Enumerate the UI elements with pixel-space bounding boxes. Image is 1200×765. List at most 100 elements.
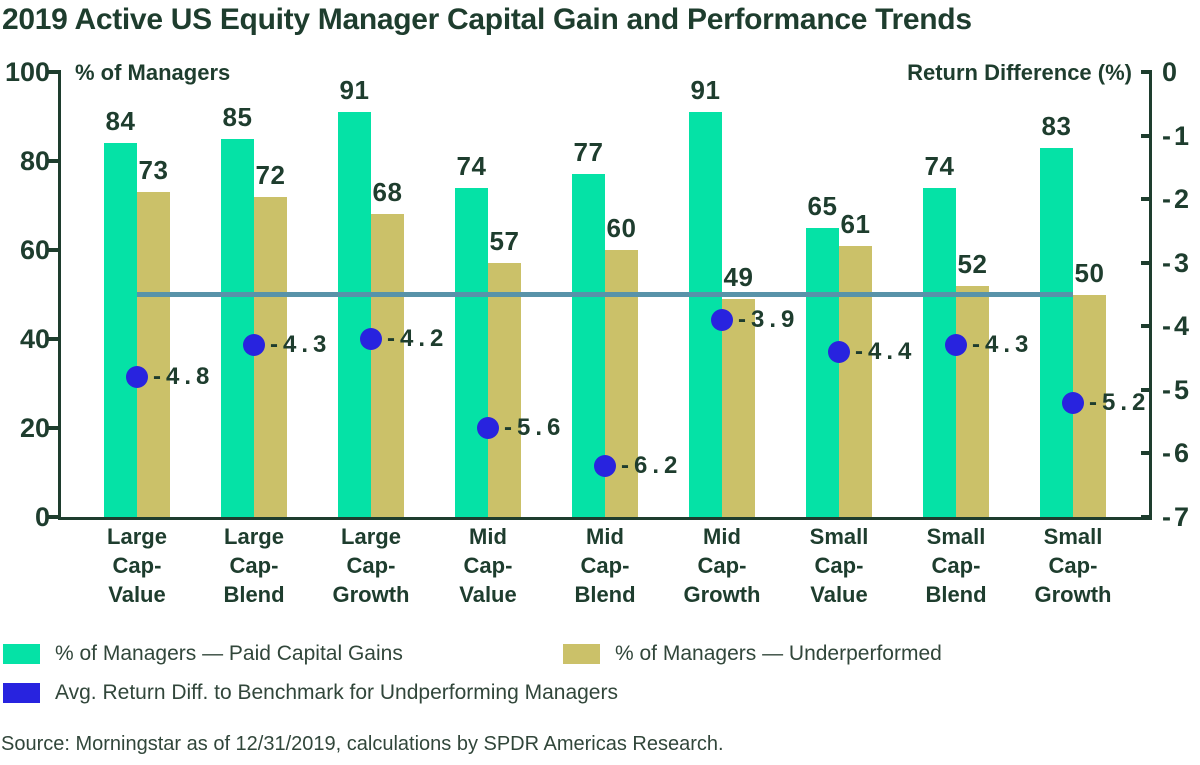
bar-value-label: 91 <box>339 75 370 106</box>
bar-value-label: 74 <box>456 150 487 181</box>
left-axis-tick <box>47 426 60 430</box>
bar-value-label: 85 <box>222 101 253 132</box>
category-label: Small Cap- Growth <box>1034 524 1112 607</box>
dot-value-label: -6.2 <box>621 452 683 480</box>
underperformed-bar <box>839 245 872 517</box>
paid-capital-gains-bar <box>221 138 254 517</box>
left-axis-title: % of Managers <box>75 60 231 85</box>
category-label: Mid Cap- Value <box>459 524 517 607</box>
bar-value-label: 68 <box>372 177 403 208</box>
return-diff-dot <box>711 308 733 331</box>
paid-capital-gains-bar <box>455 187 488 517</box>
underperformed-swatch <box>563 644 600 664</box>
return-diff-dot <box>126 366 148 389</box>
right-axis-title: Return Difference (%) <box>907 60 1132 85</box>
return-diff-dot <box>828 340 850 363</box>
dot-value-label: -4.3 <box>270 331 332 359</box>
underperformed-bar <box>956 285 989 517</box>
legend-item-avg-return-diff: Avg. Return Diff. to Benchmark for Undpe… <box>3 681 618 705</box>
paid-capital-gains-bar <box>1040 147 1073 517</box>
left-axis-tick <box>47 70 60 74</box>
category-label: Small Cap- Blend <box>925 524 987 607</box>
left-axis-tick-label: 40 <box>19 324 50 354</box>
bar-value-label: 57 <box>489 226 520 257</box>
right-axis-tick-label: -5 <box>1162 374 1193 405</box>
legend-item-paid-capital-gains: % of Managers — Paid Capital Gains <box>3 642 403 666</box>
right-axis-tick <box>1141 260 1149 265</box>
return-diff-dot <box>243 334 265 357</box>
return-diff-dot <box>477 417 499 439</box>
category-label: Large Cap- Growth <box>332 524 410 607</box>
right-axis-tick <box>1141 515 1149 519</box>
source-note: Source: Morningstar as of 12/31/2019, ca… <box>1 733 724 755</box>
bar-value-label: 50 <box>1074 257 1105 288</box>
return-diff-dot <box>945 334 967 357</box>
bar-value-label: 60 <box>606 213 637 243</box>
bar-value-label: 77 <box>573 137 604 168</box>
left-axis-tick-label: 100 <box>4 57 50 87</box>
return-diff-dot <box>1062 391 1084 414</box>
right-axis-tick-label: -1 <box>1162 120 1193 151</box>
dot-value-label: -4.2 <box>387 325 449 352</box>
return-diff-dot <box>594 455 616 478</box>
left-axis-tick <box>47 515 60 519</box>
bar-value-label: 91 <box>690 75 721 106</box>
dot-value-label: -5.6 <box>504 414 566 441</box>
bar-value-label: 65 <box>807 190 838 221</box>
chart-title: 2019 Active US Equity Manager Capital Ga… <box>2 3 972 36</box>
dot-value-label: -3.9 <box>738 305 800 333</box>
category-label: Mid Cap- Blend <box>574 524 636 607</box>
bar-value-label: 83 <box>1041 110 1072 141</box>
return-diff-dot <box>360 328 382 350</box>
right-axis-tick-label: 0 <box>1162 57 1181 87</box>
dot-value-label: -5.2 <box>1089 388 1151 416</box>
right-axis-tick <box>1141 451 1149 456</box>
paid-capital-gains-swatch <box>3 644 40 664</box>
right-axis-tick-label: -6 <box>1162 438 1193 469</box>
legend-label-paid-capital-gains: % of Managers — Paid Capital Gains <box>55 642 403 665</box>
legend-item-underperformed: % of Managers — Underperformed <box>563 642 942 666</box>
right-axis-tick <box>1141 133 1149 138</box>
underperformed-bar <box>254 196 287 517</box>
reference-line <box>137 292 1073 297</box>
bar-value-label: 52 <box>957 248 988 279</box>
bar-value-label: 49 <box>723 261 754 292</box>
right-axis-tick <box>1141 324 1149 329</box>
right-axis-tick <box>1141 387 1149 392</box>
right-axis-line <box>1149 70 1152 519</box>
right-axis-tick-label: -4 <box>1162 311 1193 342</box>
dot-value-label: -4.4 <box>855 337 917 365</box>
left-axis-tick <box>47 248 60 252</box>
underperformed-bar <box>722 298 755 517</box>
bottom-axis-line <box>58 517 1152 520</box>
underperformed-bar <box>371 214 404 517</box>
dot-value-label: -4.3 <box>972 331 1034 359</box>
category-label: Mid Cap- Growth <box>683 524 761 607</box>
paid-capital-gains-bar <box>338 112 371 517</box>
bar-value-label: 84 <box>105 106 136 137</box>
left-axis-tick <box>47 159 60 163</box>
legend-label-avg-return-diff: Avg. Return Diff. to Benchmark for Undpe… <box>55 681 618 704</box>
left-axis-tick-label: 80 <box>19 146 50 176</box>
bar-value-label: 72 <box>255 159 286 190</box>
dot-value-label: -4.8 <box>153 363 215 391</box>
paid-capital-gains-bar <box>104 143 137 517</box>
bar-value-label: 74 <box>924 150 955 181</box>
avg-return-diff-swatch <box>3 683 40 703</box>
bar-value-label: 73 <box>138 155 169 186</box>
right-axis-tick <box>1141 70 1149 74</box>
legend-label-underperformed: % of Managers — Underperformed <box>615 642 942 665</box>
right-axis-tick-label: -7 <box>1162 502 1193 532</box>
left-axis-tick-label: 60 <box>19 235 50 265</box>
left-axis-tick <box>47 337 60 341</box>
bar-value-label: 61 <box>840 208 871 239</box>
category-label: Large Cap- Value <box>107 524 167 607</box>
left-axis-line <box>58 70 61 519</box>
right-axis-tick-label: -3 <box>1162 247 1193 278</box>
underperformed-bar <box>137 192 170 517</box>
paid-capital-gains-bar <box>806 227 839 517</box>
right-axis-tick-label: -2 <box>1162 184 1193 215</box>
category-label: Small Cap- Value <box>809 524 869 607</box>
